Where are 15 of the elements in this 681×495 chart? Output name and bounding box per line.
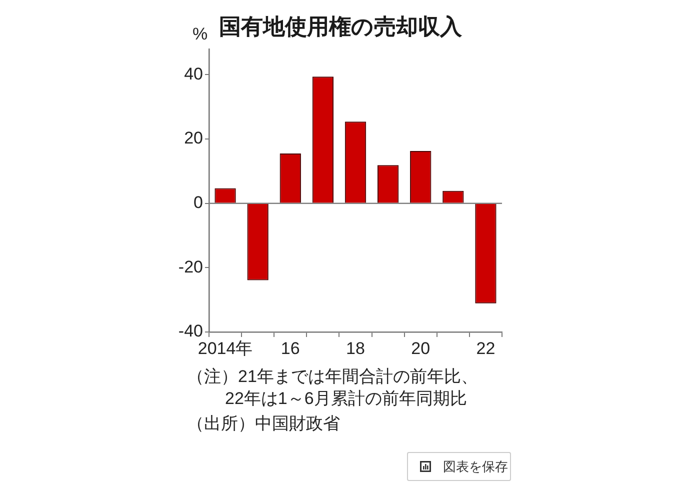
y-tick-label: 40 [184,64,203,84]
x-tick-label: 18 [346,338,365,358]
text: （注）21年までは年間合計の前年比、 22年は1～6月累計の前年同期比 [187,366,478,410]
x-tick-label: 22 [476,338,496,358]
x-tick-label: 20 [411,338,430,358]
button: 図表を保存 [407,452,511,481]
y-tick-label: -20 [178,257,203,276]
text: （出所）中国財政省 [187,413,341,435]
y-tick-label: 0 [194,193,203,212]
y-tick-label: 20 [184,128,203,148]
y-tick-label: -40 [178,322,203,341]
y-axis-title: % [192,24,208,44]
x-tick-label: 16 [280,338,300,358]
x-tick-label: 2014年 [198,338,253,358]
chart-title: 国有地使用権の売却収入 [219,14,463,40]
